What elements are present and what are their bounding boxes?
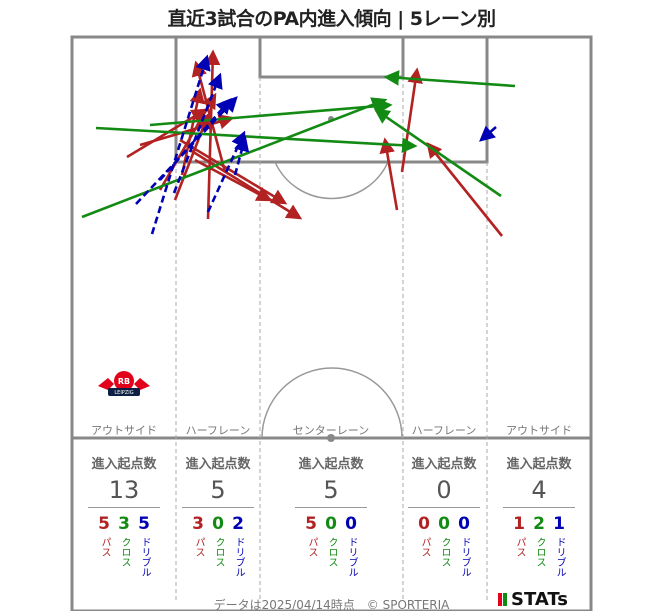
- count-pass: 0: [418, 514, 430, 534]
- pass-arrow: [139, 114, 235, 147]
- count-dribble: 1: [553, 514, 565, 534]
- count-dribble: 0: [458, 514, 470, 534]
- penalty-arc: [274, 161, 389, 200]
- label-pass: パス: [306, 537, 317, 557]
- lane-label-outside-right: アウトサイド: [506, 424, 572, 437]
- label-pass: パス: [514, 537, 525, 557]
- cross-arrow: [383, 70, 516, 88]
- cross-arrow: [373, 108, 502, 198]
- stat-underline: [88, 507, 160, 508]
- stat-header: 進入起点数: [91, 457, 157, 472]
- count-cross: 0: [325, 514, 337, 534]
- lane-label-center: センターレーン: [292, 424, 370, 437]
- label-cross: クロス: [534, 537, 545, 567]
- lane-label-outside-left: アウトサイド: [91, 424, 157, 437]
- label-dribble: ドリブル: [346, 537, 357, 577]
- stat-total: 4: [531, 476, 547, 504]
- label-cross: クロス: [119, 537, 130, 567]
- center-circle: [261, 367, 403, 439]
- logo-subtext: LEIPZIG: [114, 390, 133, 396]
- stat-header: 進入起点数: [298, 457, 364, 472]
- goal-area: [258, 35, 405, 79]
- pass-arrow: [126, 108, 208, 159]
- club-logo: RB LEIPZIG: [98, 371, 150, 396]
- stat-total: 5: [323, 476, 339, 504]
- count-pass: 5: [305, 514, 317, 534]
- label-dribble: ドリブル: [139, 537, 150, 577]
- stat-header: 進入起点数: [506, 457, 572, 472]
- count-dribble: 5: [138, 514, 150, 534]
- count-cross: 0: [212, 514, 224, 534]
- label-dribble: ドリブル: [233, 537, 244, 577]
- count-cross: 2: [533, 514, 545, 534]
- count-pass: 3: [192, 514, 204, 534]
- brand-logo: STATs: [498, 589, 568, 610]
- count-dribble: 0: [345, 514, 357, 534]
- label-dribble: ドリブル: [459, 537, 470, 577]
- dribble-arrow: [172, 72, 223, 194]
- stat-underline: [408, 507, 480, 508]
- stat-total: 13: [108, 476, 140, 504]
- label-pass: パス: [99, 537, 110, 557]
- label-dribble: ドリブル: [554, 537, 565, 577]
- stat-total: 0: [436, 476, 452, 504]
- center-spot: [327, 434, 335, 442]
- entry-arrows: [81, 49, 516, 237]
- chart-title: 直近3試合のPA内進入傾向 | 5レーン別: [167, 8, 496, 30]
- footer-note: データは2025/04/14時点 © SPORTERIA: [213, 598, 450, 612]
- lane-label-halfspace-right: ハーフレーン: [411, 424, 477, 437]
- dribble-arrow: [479, 125, 497, 142]
- stat-header: 進入起点数: [185, 457, 251, 472]
- count-cross: 0: [438, 514, 450, 534]
- count-dribble: 2: [232, 514, 244, 534]
- stat-underline: [503, 507, 575, 508]
- pass-arrow: [379, 137, 399, 211]
- stat-underline: [182, 507, 254, 508]
- stat-header: 進入起点数: [411, 457, 477, 472]
- stat-underline: [295, 507, 367, 508]
- penalty-area: [174, 35, 489, 164]
- pass-arrow: [194, 158, 273, 202]
- label-cross: クロス: [326, 537, 337, 567]
- count-pass: 5: [98, 514, 110, 534]
- logo-text: RB: [118, 377, 130, 386]
- lane-label-halfspace-left: ハーフレーン: [185, 424, 251, 437]
- dribble-arrow: [159, 98, 232, 181]
- pass-arrow: [400, 67, 423, 173]
- pass-arrow: [426, 141, 504, 237]
- brand-text: STATs: [511, 589, 568, 610]
- pass-arrow: [189, 148, 303, 220]
- pass-arrow: [173, 112, 211, 201]
- label-cross: クロス: [439, 537, 450, 567]
- dribble-arrow: [150, 54, 211, 235]
- stat-total: 5: [210, 476, 226, 504]
- count-cross: 3: [118, 514, 130, 534]
- label-pass: パス: [193, 537, 204, 557]
- dribble-arrow: [233, 135, 250, 176]
- label-cross: クロス: [213, 537, 224, 567]
- label-pass: パス: [419, 537, 430, 557]
- cross-arrow: [149, 98, 393, 127]
- count-pass: 1: [513, 514, 525, 534]
- cross-arrow: [95, 126, 418, 154]
